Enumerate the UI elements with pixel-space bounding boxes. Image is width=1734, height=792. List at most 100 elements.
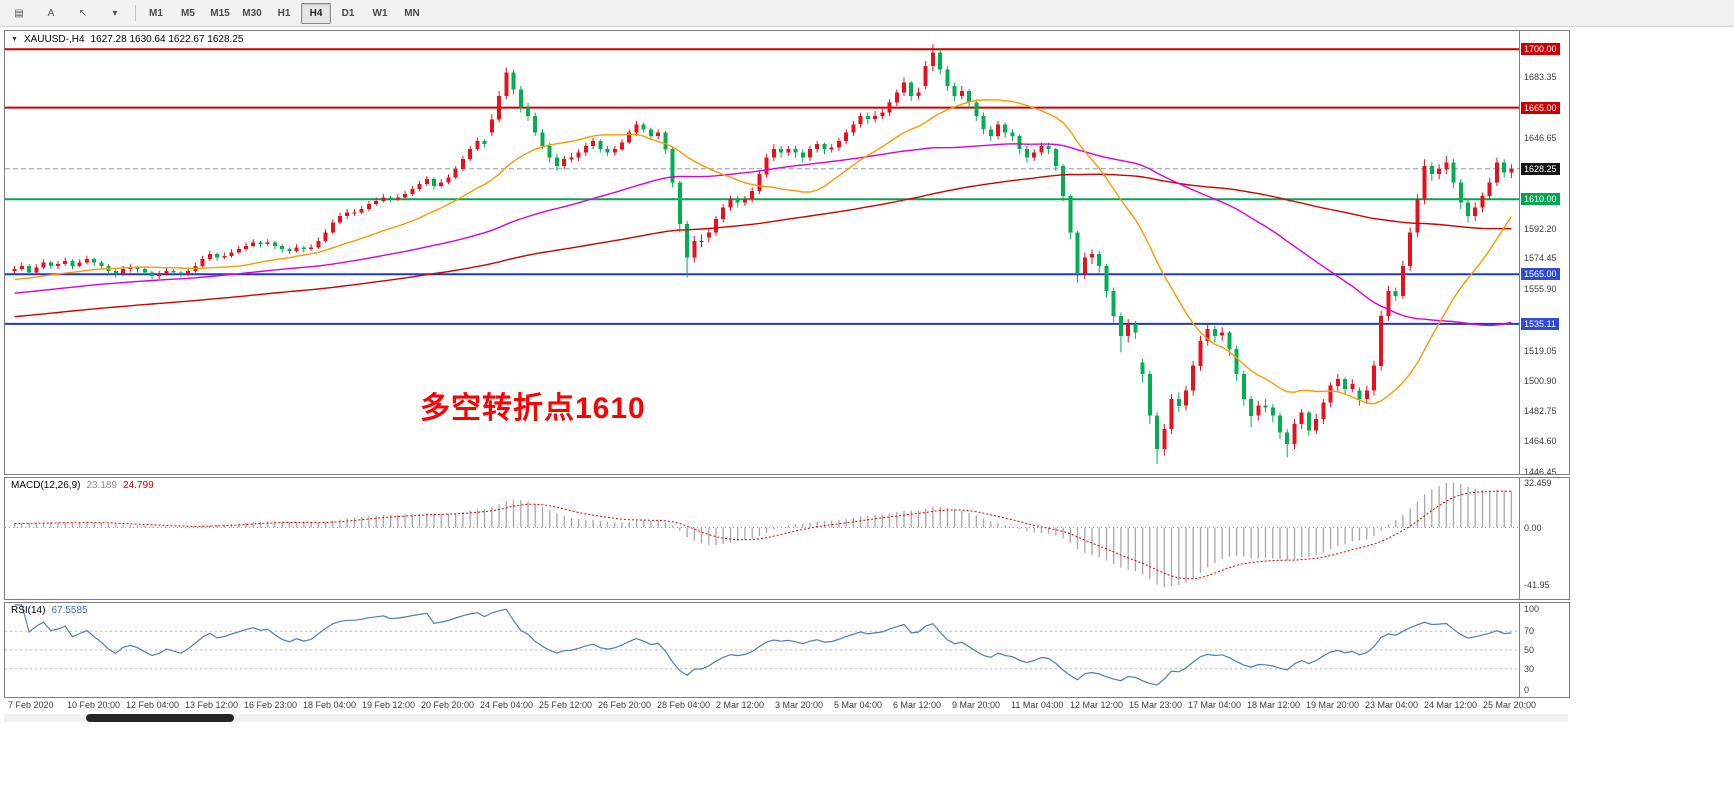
timeframe-d1-button[interactable]: D1 (341, 7, 355, 19)
macd-axis: 32.459 0.00 -41.95 (1519, 478, 1569, 599)
rsi-axis-label-70: 70 (1524, 626, 1535, 637)
toolbar-icon-group: ▤ A ↖ ▾ (4, 3, 130, 24)
macd-name: MACD(12,26,9) (11, 480, 81, 491)
candlestick-series (12, 44, 1514, 464)
tools-caret-icon[interactable]: ▾ (112, 7, 118, 19)
timeframe-m5-button[interactable]: M5 (181, 7, 195, 19)
charts-grid-icon[interactable]: ▤ (14, 7, 24, 19)
symbol-title: ▼ XAUUSD-,H4 1627.28 1630.64 1622.67 162… (11, 34, 243, 45)
macd-label: MACD(12,26,9) 23.189 24.799 (11, 480, 154, 491)
time-label: 9 Mar 20:00 (952, 700, 1001, 710)
timeframe-m1-button[interactable]: M1 (149, 7, 163, 19)
rsi-axis-label-50: 50 (1524, 645, 1535, 655)
rsi-label: RSI(14) 67.5585 (11, 605, 88, 616)
time-label: 13 Feb 12:00 (185, 700, 239, 710)
price-label-1646.65: 1646.65 (1524, 133, 1557, 144)
ohlc-values: 1627.28 1630.64 1622.67 1628.25 (90, 34, 244, 45)
rsi-value: 67.5585 (51, 605, 88, 616)
rsi-line (14, 604, 1512, 686)
time-label: 17 Mar 04:00 (1188, 700, 1242, 710)
ma-slow-line (14, 173, 1512, 318)
time-axis: 7 Feb 2020 10 Feb 20:00 12 Feb 04:00 13 Feb… (4, 698, 1568, 712)
timeframe-h4-button[interactable]: H4 (301, 2, 331, 24)
toolbar-separator (135, 5, 136, 21)
price-chart-panel: 1683.35 1646.65 1592.20 1574.45 1555.90 1519.… (4, 30, 1570, 475)
time-label: 7 Feb 2020 (8, 700, 54, 710)
timeframe-buttons: M1 M5 M15 M30 H1 H4 D1 W1 MN (141, 2, 427, 24)
price-label-1446.45: 1446.45 (1524, 466, 1557, 475)
macd-histogram (13, 482, 1513, 587)
toolbar: ▤ A ↖ ▾ M1 M5 M15 M30 H1 H4 D1 W1 MN (0, 0, 1734, 27)
time-label: 19 Feb 12:00 (362, 700, 416, 710)
price-label-1555.90: 1555.90 (1524, 284, 1557, 295)
macd-signal-line (14, 490, 1512, 580)
macd-axis-label-0.00: 0.00 (1524, 522, 1542, 533)
rsi-panel: 100 70 50 30 0 RSI(14) 67.5585 (4, 602, 1570, 698)
cursor-tool-icon[interactable]: ↖ (78, 7, 88, 19)
time-label: 15 Mar 23:00 (1129, 700, 1183, 710)
time-label: 25 Feb 12:00 (539, 700, 593, 710)
macd-axis-label-32.459: 32.459 (1524, 478, 1552, 488)
time-label: 25 Mar 20:00 (1483, 700, 1537, 710)
time-label: 6 Mar 12:00 (893, 700, 942, 710)
timeframe-m15-button[interactable]: M15 (210, 7, 230, 19)
time-label: 24 Feb 04:00 (480, 700, 534, 710)
price-badge-1565.00: 1565.00 (1521, 268, 1560, 281)
rsi-chart (5, 604, 1519, 686)
price-label-1683.35: 1683.35 (1524, 72, 1557, 83)
time-label: 10 Feb 20:00 (67, 700, 121, 710)
time-label: 20 Feb 20:00 (421, 700, 475, 710)
time-label: 3 Mar 20:00 (775, 700, 824, 710)
symbol-name: XAUUSD-,H4 (23, 34, 85, 45)
timeframe-h1-button[interactable]: H1 (277, 7, 291, 19)
timeframe-mn-button[interactable]: MN (404, 7, 420, 19)
time-label: 24 Mar 12:00 (1424, 700, 1478, 710)
price-badge-1610.00: 1610.00 (1521, 193, 1560, 206)
time-label: 19 Mar 20:00 (1306, 700, 1360, 710)
price-badge-1700.00: 1700.00 (1521, 43, 1560, 56)
chart-annotation-text[interactable]: 多空转折点1610 (420, 392, 646, 425)
price-axis: 1683.35 1646.65 1592.20 1574.45 1555.90 1519.… (1519, 31, 1569, 474)
macd-chart (5, 482, 1519, 587)
time-label: 28 Feb 04:00 (657, 700, 711, 710)
rsi-axis: 100 70 50 30 0 (1519, 603, 1569, 697)
time-label: 16 Feb 23:00 (244, 700, 298, 710)
timeframe-w1-button[interactable]: W1 (372, 7, 388, 19)
price-label-1592.20: 1592.20 (1524, 223, 1557, 234)
rsi-name: RSI(14) (11, 605, 46, 616)
price-label-1464.60: 1464.60 (1524, 436, 1557, 447)
macd-axis-label--41.95: -41.95 (1524, 580, 1550, 591)
timeframe-m30-button[interactable]: M30 (242, 7, 262, 19)
price-label-1574.45: 1574.45 (1524, 253, 1557, 264)
annotate-a-button[interactable]: A (47, 7, 55, 19)
symbol-dropdown-icon[interactable]: ▼ (11, 36, 18, 43)
time-label: 23 Mar 04:00 (1365, 700, 1419, 710)
time-label: 18 Mar 12:00 (1247, 700, 1301, 710)
time-label: 11 Mar 04:00 (1011, 700, 1064, 710)
scrollbar-thumb[interactable] (86, 714, 234, 722)
price-label-1500.90: 1500.90 (1524, 375, 1557, 386)
price-badge-1628.25: 1628.25 (1521, 162, 1560, 175)
price-label-1519.05: 1519.05 (1524, 345, 1557, 356)
ma-fast-line (14, 99, 1512, 405)
time-label: 26 Feb 20:00 (598, 700, 652, 710)
ma-mid-line (14, 143, 1512, 327)
rsi-axis-label-30: 30 (1524, 663, 1535, 674)
rsi-axis-label-0: 0 (1524, 685, 1530, 695)
horizontal-levels (5, 48, 1519, 325)
time-label: 5 Mar 04:00 (834, 700, 883, 710)
price-badge-1535.11: 1535.11 (1521, 317, 1559, 330)
price-label-1482.75: 1482.75 (1524, 406, 1557, 417)
macd-value: 23.189 (86, 480, 118, 491)
macd-panel: 32.459 0.00 -41.95 MACD(12,26,9) 23.189 24… (4, 477, 1570, 600)
rsi-axis-label-100: 100 (1524, 604, 1540, 614)
candlestick-chart (5, 44, 1519, 464)
time-label: 12 Feb 04:00 (126, 700, 180, 710)
price-badge-1665.00: 1665.00 (1521, 101, 1560, 114)
horizontal-scrollbar[interactable] (4, 714, 1568, 722)
time-label: 12 Mar 12:00 (1070, 700, 1124, 710)
time-label: 18 Feb 04:00 (303, 700, 357, 710)
macd-signal-value: 24.799 (123, 480, 154, 491)
time-label: 2 Mar 12:00 (716, 700, 765, 710)
